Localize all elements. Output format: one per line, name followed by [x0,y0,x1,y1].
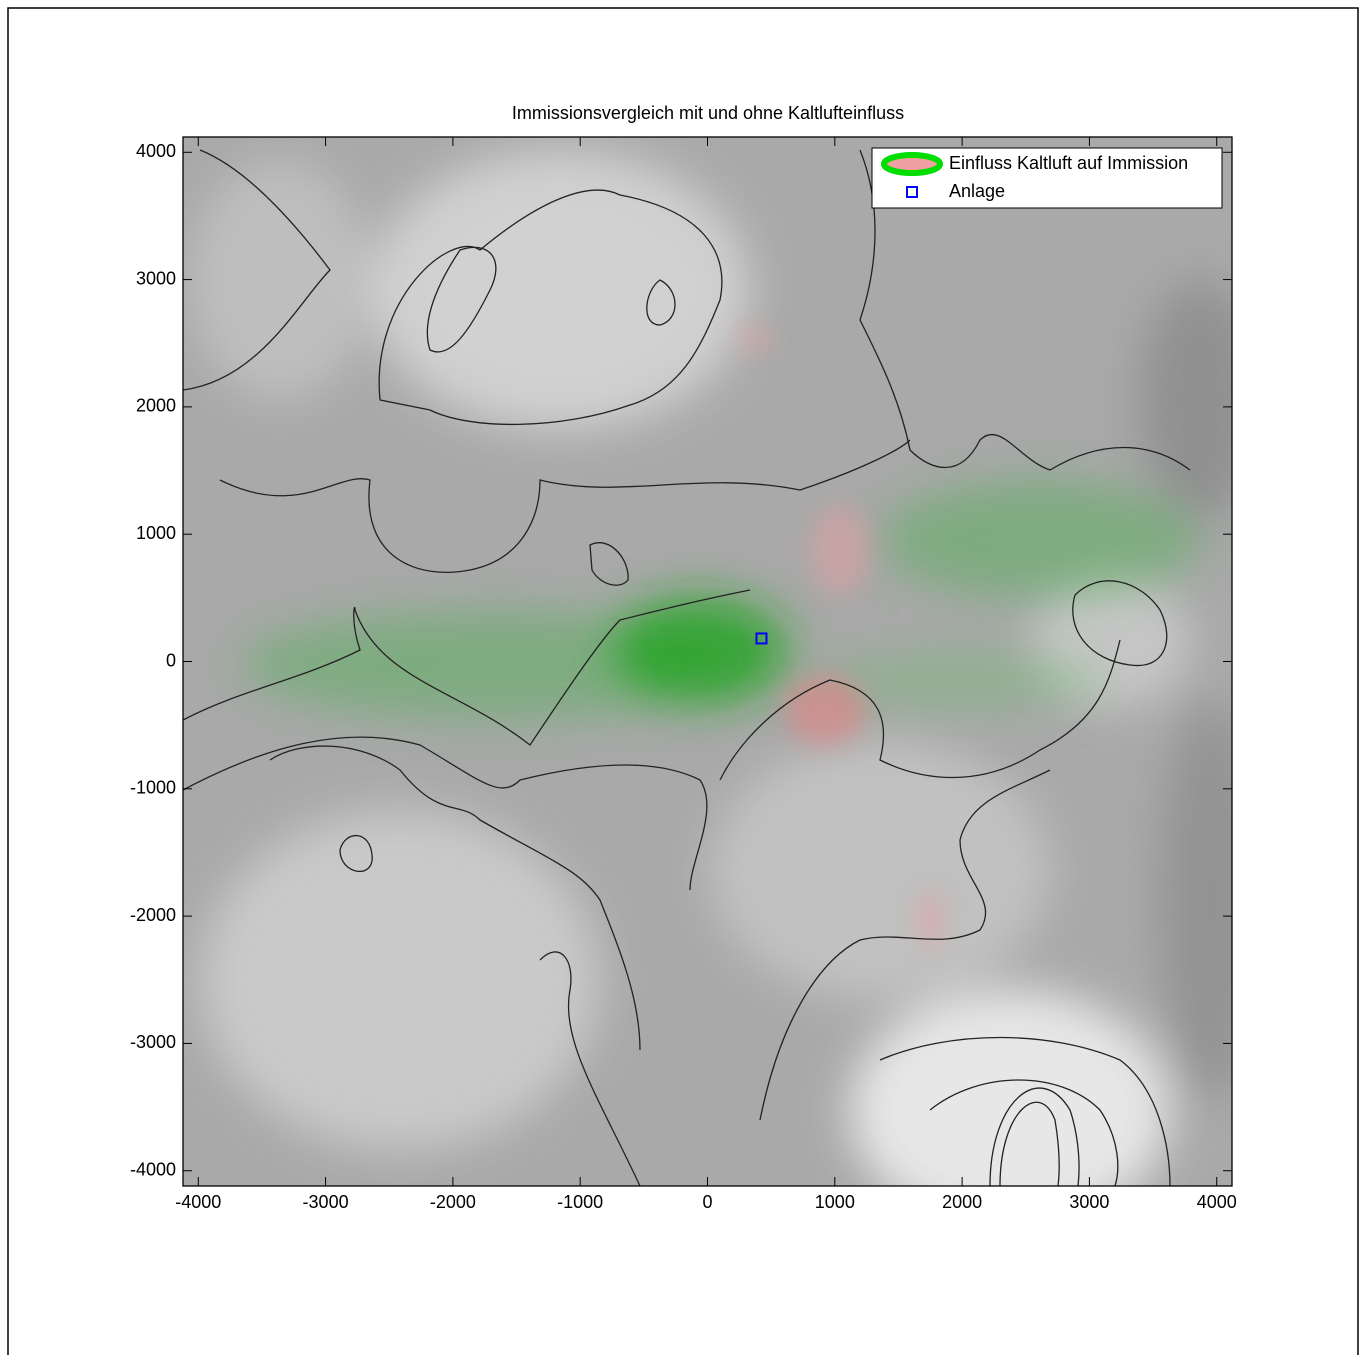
y-tick-label: -1000 [130,778,176,798]
y-tick-label: -4000 [130,1159,176,1179]
x-tick-label: -4000 [175,1192,221,1212]
legend-swatch [884,155,940,173]
y-tick-label: -3000 [130,1032,176,1052]
x-tick-label: 0 [702,1192,712,1212]
chart-title: Immissionsvergleich mit und ohne Kaltluf… [512,103,904,123]
x-tick-label: 2000 [942,1192,982,1212]
y-tick-label: -2000 [130,905,176,925]
y-tick-label: 3000 [136,268,176,288]
y-tick-label: 4000 [136,141,176,161]
y-tick-label: 2000 [136,396,176,416]
x-tick-label: 3000 [1069,1192,1109,1212]
legend-label: Anlage [949,181,1005,201]
legend: Einfluss Kaltluft auf Immission Anlage [872,148,1222,208]
x-tick-label: -2000 [430,1192,476,1212]
chart: Immissionsvergleich mit und ohne Kaltluf… [0,0,1367,1355]
x-tick-label: -1000 [557,1192,603,1212]
x-tick-label: 1000 [815,1192,855,1212]
legend-label: Einfluss Kaltluft auf Immission [949,153,1188,173]
y-tick-label: 0 [166,650,176,670]
y-tick-label: 1000 [136,523,176,543]
x-tick-label: -3000 [303,1192,349,1212]
terrain [183,137,1260,1230]
x-tick-label: 4000 [1197,1192,1237,1212]
